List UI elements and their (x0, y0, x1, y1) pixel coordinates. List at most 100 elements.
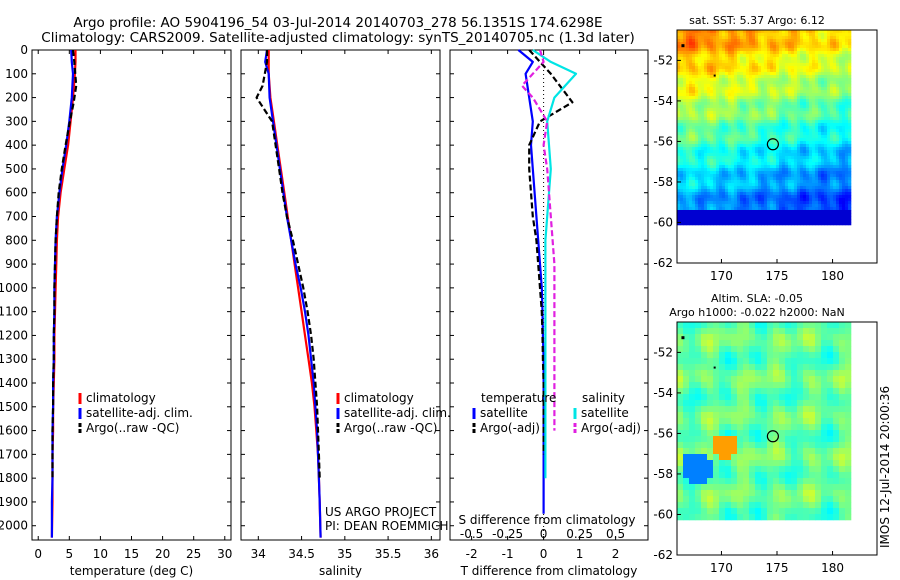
sst-field-cell (713, 153, 717, 157)
sst-field-cell (707, 222, 711, 226)
sst-field-cell (812, 207, 816, 211)
sst-field-cell (803, 123, 807, 127)
sst-field-cell (845, 111, 849, 115)
sst-field-cell (719, 210, 723, 214)
sst-field-cell (806, 156, 810, 160)
sst-field-cell (824, 108, 828, 112)
series-line-temperature-satellite (517, 49, 545, 514)
sst-field-cell (719, 69, 723, 73)
sst-field-cell (812, 114, 816, 118)
sst-field-cell (797, 33, 801, 37)
sst-field-cell (836, 159, 840, 163)
sst-field-cell (689, 93, 693, 97)
sst-field-cell (752, 48, 756, 52)
sst-field-cell (710, 147, 714, 151)
sst-field-cell (740, 162, 744, 166)
sst-field-cell (752, 165, 756, 169)
sst-field-cell (773, 78, 777, 82)
sst-field-cell (800, 108, 804, 112)
sst-field-cell (719, 147, 723, 151)
sla-field-cell (731, 514, 738, 521)
sla-field-cell (737, 340, 744, 347)
sst-field-cell (788, 66, 792, 70)
sst-field-cell (746, 147, 750, 151)
sst-field-cell (761, 222, 765, 226)
sst-field-cell (680, 132, 684, 136)
sst-field-cell (800, 78, 804, 82)
sst-field-cell (776, 45, 780, 49)
sst-field-cell (689, 183, 693, 187)
sla-field-cell (839, 400, 846, 407)
sst-field-cell (836, 75, 840, 79)
sst-field-cell (791, 150, 795, 154)
sst-field-cell (737, 78, 741, 82)
sst-field-cell (683, 72, 687, 76)
sst-field-cell (680, 60, 684, 64)
sst-field-cell (770, 69, 774, 73)
sst-field-cell (803, 39, 807, 43)
sla-field-cell (839, 478, 846, 485)
sst-field-cell (797, 174, 801, 178)
sst-field-cell (845, 99, 849, 103)
sla-field-cell (797, 382, 804, 389)
sla-field-cell (785, 412, 792, 419)
sst-field-cell (815, 51, 819, 55)
sst-field-cell (782, 51, 786, 55)
sst-field-cell (803, 30, 807, 34)
sla-field-cell (761, 382, 768, 389)
sst-field-cell (731, 156, 735, 160)
sst-field-cell (785, 84, 789, 88)
sst-field-cell (788, 57, 792, 61)
sst-field-cell (812, 63, 816, 67)
sst-field-cell (809, 33, 813, 37)
sla-field-cell (773, 478, 780, 485)
sst-field-cell (791, 189, 795, 193)
sst-field-cell (785, 87, 789, 91)
sst-field-cell (698, 198, 702, 202)
sla-field-cell (689, 496, 696, 503)
sla-field-cell (767, 466, 774, 473)
sst-field-cell (785, 150, 789, 154)
sla-field-cell (743, 430, 750, 437)
sla-field-cell (773, 334, 780, 341)
sla-field-cell (689, 334, 696, 341)
sst-field-cell (839, 156, 843, 160)
sst-field-cell (731, 153, 735, 157)
sst-field-cell (809, 204, 813, 208)
sla-field-cell (707, 328, 714, 335)
sst-field-cell (707, 174, 711, 178)
sla-field-cell (755, 424, 762, 431)
sst-field-cell (677, 102, 681, 106)
sst-field-cell (689, 42, 693, 46)
sst-field-cell (734, 111, 738, 115)
sla-field-cell (761, 370, 768, 377)
sst-field-cell (782, 48, 786, 52)
sst-field-cell (743, 165, 747, 169)
sst-field-cell (818, 168, 822, 172)
sst-field-cell (776, 99, 780, 103)
sst-field-cell (716, 138, 720, 142)
sst-field-cell (779, 66, 783, 70)
sst-field-cell (758, 33, 762, 37)
sla-field-cell (845, 352, 852, 359)
sst-field-cell (737, 222, 741, 226)
sst-field-cell (686, 138, 690, 142)
sla-field-cell (833, 394, 840, 401)
sla-field-cell (761, 364, 768, 371)
sst-field-cell (698, 42, 702, 46)
sla-field-cell (677, 352, 684, 359)
sst-field-cell (827, 147, 831, 151)
sla-field-cell (737, 370, 744, 377)
sst-field-cell (788, 120, 792, 124)
sla-field-cell (719, 340, 726, 347)
sst-field-cell (743, 72, 747, 76)
sst-field-cell (791, 162, 795, 166)
sla-field-cell (773, 394, 780, 401)
sst-field-cell (776, 30, 780, 34)
sst-field-cell (749, 42, 753, 46)
sst-field-cell (812, 132, 816, 136)
sst-field-cell (719, 138, 723, 142)
sst-field-cell (752, 87, 756, 91)
sst-field-cell (821, 174, 825, 178)
sla-field-cell (827, 460, 834, 467)
